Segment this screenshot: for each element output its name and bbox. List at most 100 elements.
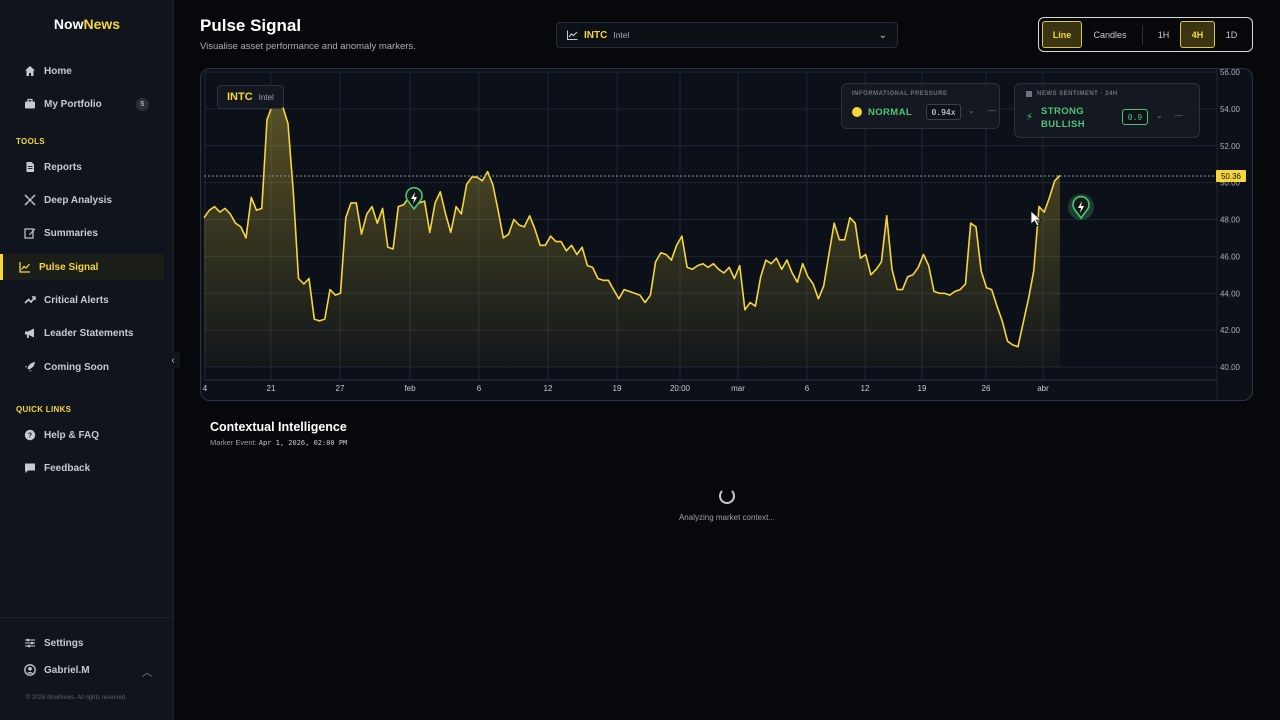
sidebar-item-leader-statements[interactable]: Leader Statements: [0, 320, 164, 346]
edit-icon: [23, 227, 36, 240]
chat-icon: [23, 462, 36, 475]
marker-event-line: Marker Event: Apr 1, 2026, 02:00 PM: [210, 438, 347, 447]
loading-text: Analyzing market context...: [678, 513, 776, 522]
pressure-label: INFORMATIONAL PRESSURE: [852, 91, 948, 97]
x-tick-label: 27: [336, 384, 345, 393]
y-tick-label: 52.00: [1220, 142, 1241, 151]
sidebar-item-label: Coming Soon: [44, 361, 109, 373]
user-avatar-icon: [23, 664, 36, 677]
chevron-down-icon[interactable]: ⌄: [968, 106, 975, 115]
sidebar-item-pulse-signal[interactable]: Pulse Signal: [0, 254, 164, 280]
sliders-icon: [23, 637, 36, 650]
briefcase-icon: [23, 98, 36, 111]
mouse-cursor-icon: [1030, 210, 1043, 227]
y-tick-label: 54.00: [1220, 105, 1241, 114]
sidebar-item-feedback[interactable]: Feedback: [0, 455, 164, 481]
sidebar-item-label: Leader Statements: [44, 327, 134, 339]
home-icon: [23, 65, 36, 78]
chevron-down-icon[interactable]: ⌄: [1156, 111, 1163, 120]
sentiment-status-line2: BULLISH: [1041, 119, 1085, 130]
chevron-left-icon: ‹: [171, 354, 175, 366]
y-tick-label: 40.00: [1220, 363, 1241, 372]
line-chart-icon: [567, 30, 578, 40]
chart-ticker: INTC: [227, 91, 253, 103]
price-line: [203, 104, 1061, 348]
chart-type-line-button[interactable]: Line: [1042, 21, 1082, 48]
chart-ticker-name: Intel: [258, 92, 274, 102]
interval-1h-button[interactable]: 1H: [1157, 29, 1170, 40]
sidebar: NowNews Home My Portfolio 5 TOOLS Report…: [0, 0, 180, 720]
sidebar-item-label: Reports: [44, 161, 82, 173]
pressure-value: 0.94x: [926, 104, 961, 120]
sidebar-item-deep-analysis[interactable]: Deep Analysis: [0, 187, 164, 213]
sidebar-item-label: Summaries: [44, 227, 98, 239]
page-title: Pulse Signal: [200, 16, 302, 35]
sidebar-item-label: My Portfolio: [44, 98, 102, 110]
informational-pressure-card[interactable]: INFORMATIONAL PRESSURE NORMAL 0.94x ⌄ —: [841, 83, 1000, 129]
chart-ticker-chip: INTC Intel: [217, 85, 284, 109]
tools-section-label: TOOLS: [16, 137, 45, 146]
sidebar-item-my-portfolio[interactable]: My Portfolio 5: [0, 91, 164, 117]
x-tick-label: 6: [477, 384, 482, 393]
sidebar-item-critical-alerts[interactable]: Critical Alerts: [0, 287, 164, 313]
chevron-down-icon: ⌄: [878, 29, 887, 41]
x-tick-label: 4: [203, 384, 208, 393]
y-tick-label: 44.00: [1220, 289, 1241, 298]
control-divider: [1142, 24, 1143, 45]
asset-select[interactable]: INTC Intel ⌄: [556, 22, 898, 48]
y-tick-label: 48.00: [1220, 216, 1241, 225]
megaphone-icon: [23, 327, 36, 340]
page-subtitle: Visualise asset performance and anomaly …: [200, 41, 416, 52]
sidebar-item-home[interactable]: Home: [0, 58, 164, 84]
price-chart[interactable]: 40.00 42.00 44.00 46.00 48.00 50.00 52.00 54.00…: [200, 68, 1253, 401]
x-tick-label: abr: [1037, 384, 1049, 393]
sidebar-item-reports[interactable]: Reports: [0, 154, 164, 180]
x-tick-label: 6: [805, 384, 810, 393]
trend-icon: [23, 294, 36, 307]
sidebar-item-help-faq[interactable]: ? Help & FAQ: [0, 422, 164, 448]
lightning-icon: [411, 192, 418, 204]
price-area-fill: [204, 105, 1060, 367]
x-tick-label: 12: [544, 384, 553, 393]
chevron-up-icon[interactable]: ︿: [142, 668, 152, 679]
user-menu[interactable]: Gabriel.M: [0, 657, 164, 683]
sidebar-divider: [0, 617, 174, 618]
newspaper-icon: [1026, 91, 1032, 97]
sidebar-item-label: Home: [44, 65, 72, 77]
interval-1d-button[interactable]: 1D: [1225, 29, 1238, 40]
y-tick-label: 42.00: [1220, 326, 1241, 335]
y-tick-label: 50.00: [1220, 179, 1241, 188]
marker-event-time: Apr 1, 2026, 02:00 PM: [258, 439, 348, 447]
anomaly-marker-2[interactable]: [1068, 194, 1095, 220]
collapse-sidebar-button[interactable]: ‹: [166, 352, 180, 368]
sidebar-item-summaries[interactable]: Summaries: [0, 220, 164, 246]
svg-text:?: ?: [27, 433, 31, 440]
rocket-icon: [23, 361, 36, 374]
last-price-tag: [1216, 169, 1246, 182]
last-price-label: 50.36: [1221, 172, 1242, 181]
sidebar-item-label: Critical Alerts: [44, 294, 109, 306]
interval-4h-button[interactable]: 4H: [1180, 21, 1215, 48]
sidebar-item-coming-soon[interactable]: Coming Soon: [0, 354, 164, 380]
help-icon: ?: [23, 429, 36, 442]
sidebar-item-settings[interactable]: Settings: [0, 630, 164, 656]
sentiment-trend-dash: —: [1175, 111, 1183, 120]
asset-name: Intel: [613, 30, 630, 40]
user-name: Gabriel.M: [44, 664, 90, 676]
anomaly-marker-1[interactable]: [405, 186, 423, 211]
pressure-trend-dash: —: [988, 106, 996, 115]
marker-event-prefix: Marker Event:: [210, 438, 257, 447]
lightning-icon: [1078, 201, 1085, 213]
sentiment-status-line1: STRONG: [1041, 106, 1085, 117]
x-tick-label: 12: [861, 384, 870, 393]
news-sentiment-card[interactable]: NEWS SENTIMENT · 24H ⚡ STRONG BULLISH 0.…: [1014, 83, 1200, 138]
sentiment-label: NEWS SENTIMENT · 24H: [1037, 91, 1118, 97]
chart-type-candles-button[interactable]: Candles: [1093, 29, 1127, 40]
asset-ticker: INTC: [584, 29, 608, 41]
sentiment-value: 0.9: [1122, 109, 1148, 125]
sidebar-item-label: Deep Analysis: [44, 194, 112, 206]
pressure-status: NORMAL: [868, 107, 913, 118]
y-tick-label: 46.00: [1220, 252, 1241, 261]
brand-logo[interactable]: NowNews: [53, 16, 121, 32]
chart-controls: Line Candles 1H 4H 1D: [1038, 17, 1253, 52]
